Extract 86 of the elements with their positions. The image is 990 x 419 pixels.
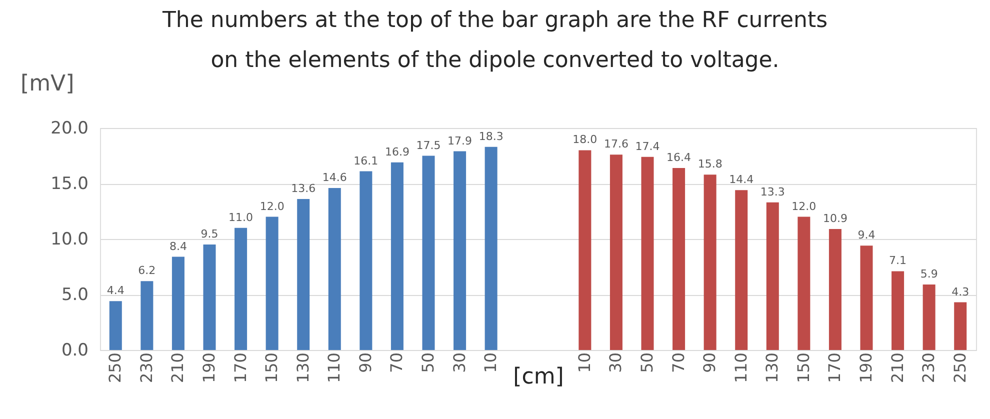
data-label: 16.1 [354,154,378,168]
bar [735,190,748,350]
x-tick-label: 210 [888,352,907,384]
data-label: 4.4 [106,284,124,298]
x-tick-label: 10 [574,352,594,373]
bar [484,146,498,350]
x-tick-label: 70 [668,352,688,373]
data-label: 12.0 [260,200,284,213]
x-tick-label: 150 [262,352,282,384]
data-label: 18.3 [478,130,504,143]
x-tick-label: 30 [606,352,626,373]
bar [704,174,716,350]
x-tick-label: 130 [762,352,782,384]
x-tick-label: 190 [200,352,218,384]
bar [109,301,122,350]
x-tick-label: 90 [700,352,720,373]
x-tick-label: 210 [168,352,188,384]
data-label: 17.4 [635,140,660,153]
data-label: 10.9 [822,212,848,226]
bar [266,216,278,350]
data-label: 17.6 [604,138,628,151]
x-tick-label: 10 [481,352,500,373]
x-tick-label: 250 [106,352,125,384]
data-label: 16.9 [384,145,410,158]
x-tick-label: 230 [136,352,156,384]
bar [892,271,904,350]
x-tick-label: 70 [387,352,406,373]
data-label: 15.8 [698,158,722,171]
bar [641,156,654,350]
x-tick-label: 230 [919,352,938,384]
data-label: 17.5 [416,138,441,152]
data-label: 14.6 [322,170,347,184]
data-label: 16.4 [666,150,692,164]
bar [390,162,404,350]
y-tick-label: 5.0 [61,285,88,305]
bar [234,228,248,350]
data-label: 9.5 [200,228,218,241]
data-label: 5.9 [920,268,938,281]
x-tick-label: 50 [638,352,656,373]
bar [297,199,310,350]
bar [828,229,842,350]
y-tick-label: 0.0 [61,340,88,360]
x-tick-label: 190 [856,352,876,384]
data-label: 4.3 [952,285,970,298]
bar [422,156,435,350]
x-tick-label: 110 [324,352,344,384]
x-tick-label: 130 [293,352,312,384]
bar [172,256,184,350]
bar [578,150,592,350]
y-tick-label: 10.0 [50,230,88,250]
y-tick-label: 15.0 [50,174,88,194]
bar [454,151,466,350]
x-tick-label: 110 [731,352,750,384]
bar [798,216,810,350]
data-label: 13.3 [760,185,785,198]
data-label: 6.2 [138,264,156,278]
data-label: 12.0 [792,200,816,213]
y-axis-title: [mV] [20,72,74,96]
bar [766,202,779,350]
bar [672,168,686,350]
data-label: 14.4 [729,173,754,186]
data-label: 17.9 [448,134,472,148]
x-tick-label: 250 [950,352,970,384]
bar [360,171,372,350]
text: The numbers at the top of the bar graph are the RF currents on the elements of the dipole converted to voltage. [161,8,828,73]
bar [610,154,622,350]
bar [328,188,341,350]
bar [203,244,216,350]
x-tick-label: 170 [825,352,844,384]
data-label: 7.1 [889,254,907,268]
bar [922,284,936,350]
data-label: 9.4 [858,228,876,242]
x-tick-label: 150 [794,352,813,384]
bar [140,281,154,350]
data-label: 11.0 [228,210,254,224]
data-label: 13.6 [291,182,316,196]
y-tick-label: 20.0 [50,118,88,138]
data-label: 18.0 [572,133,598,146]
x-axis-title: [cm] [513,364,564,390]
data-label: 8.4 [169,240,187,253]
x-tick-label: 50 [418,352,438,373]
x-tick-label: 90 [356,352,375,373]
bar [860,246,873,350]
x-tick-label: 30 [450,352,469,373]
x-tick-label: 170 [230,352,250,384]
bar [954,302,967,350]
